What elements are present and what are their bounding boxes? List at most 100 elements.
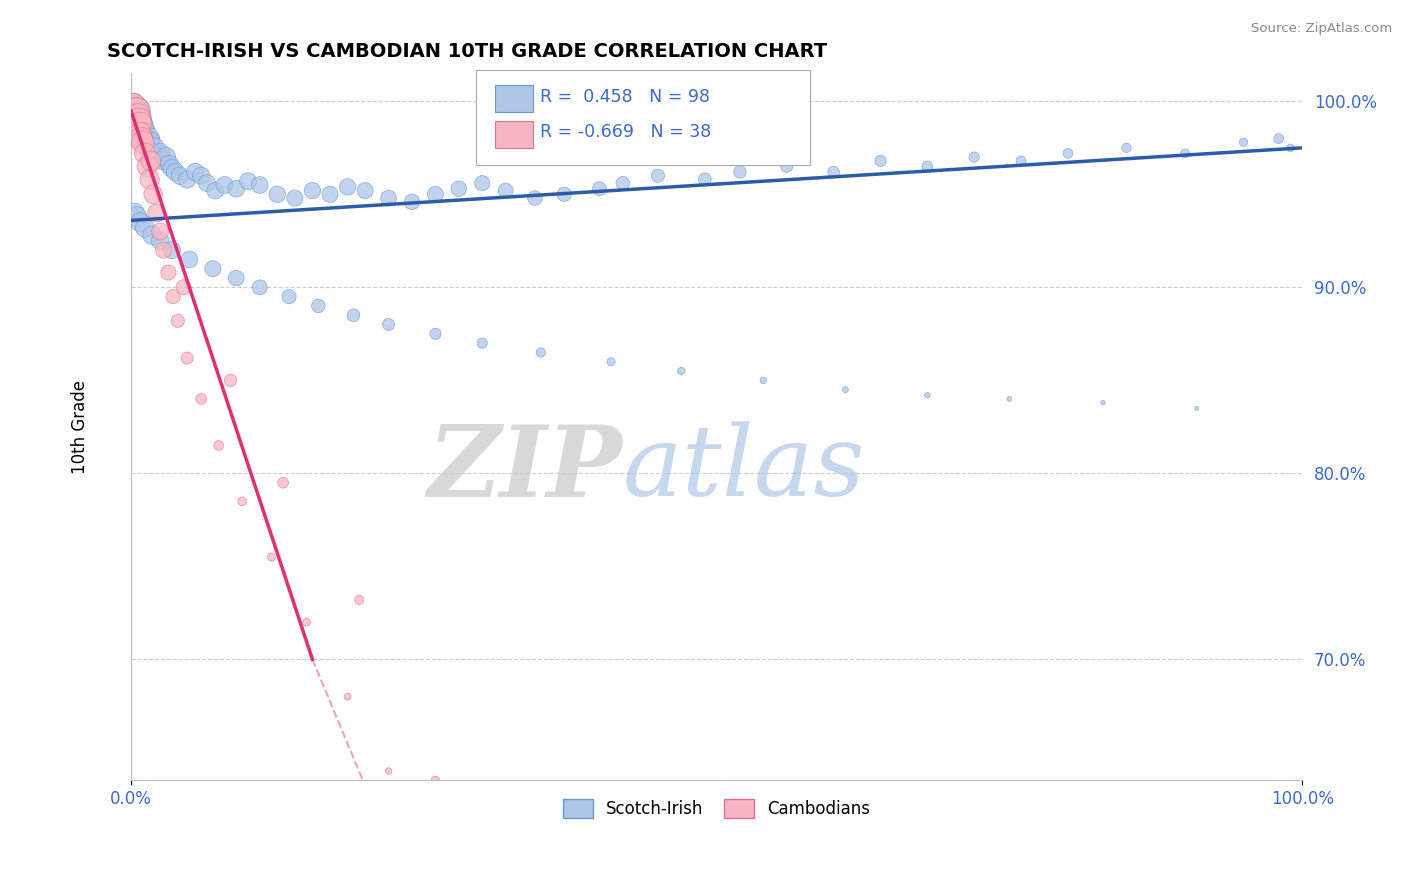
Point [1115, 141, 1137, 155]
Point [523, 191, 546, 205]
Point [204, 184, 226, 198]
Point [176, 351, 198, 365]
Point [136, 139, 159, 153]
Point [963, 150, 986, 164]
Point [128, 124, 150, 138]
Point [138, 135, 160, 149]
Point [231, 494, 253, 508]
Point [127, 120, 149, 135]
Point [145, 206, 167, 220]
Point [149, 146, 172, 161]
Point [124, 112, 146, 127]
Point [471, 176, 494, 190]
Point [173, 280, 195, 294]
Point [134, 146, 156, 161]
Point [145, 150, 167, 164]
Text: R = -0.669   N = 38: R = -0.669 N = 38 [540, 123, 711, 141]
Point [131, 128, 153, 142]
Point [342, 308, 364, 322]
Point [124, 103, 146, 118]
Text: SCOTCH-IRISH VS CAMBODIAN 10TH GRADE CORRELATION CHART: SCOTCH-IRISH VS CAMBODIAN 10TH GRADE COR… [107, 42, 828, 61]
Point [278, 290, 301, 304]
Point [693, 172, 716, 186]
Point [823, 165, 845, 179]
Point [190, 392, 212, 406]
Point [1010, 153, 1032, 168]
Point [157, 265, 180, 279]
Point [214, 178, 236, 192]
Point [377, 318, 399, 332]
Point [1279, 141, 1302, 155]
Point [271, 475, 294, 490]
Point [162, 290, 184, 304]
Point [128, 112, 150, 127]
Point [139, 141, 162, 155]
Point [425, 187, 447, 202]
Point [124, 103, 146, 118]
Point [127, 120, 149, 135]
Point [155, 150, 177, 164]
Point [1092, 395, 1115, 409]
Point [152, 153, 174, 168]
Point [125, 103, 148, 118]
Point [129, 126, 152, 140]
Point [728, 165, 751, 179]
Point [122, 98, 145, 112]
Point [447, 182, 470, 196]
Point [307, 299, 329, 313]
Point [125, 117, 148, 131]
Point [138, 172, 160, 186]
Point [131, 122, 153, 136]
Point [219, 373, 242, 387]
Point [128, 124, 150, 138]
Point [160, 243, 183, 257]
Point [612, 176, 634, 190]
Point [132, 126, 155, 140]
Point [471, 336, 494, 351]
Point [752, 373, 775, 387]
Point [124, 112, 146, 127]
Point [869, 153, 891, 168]
Point [1057, 146, 1080, 161]
Point [249, 178, 271, 192]
FancyBboxPatch shape [477, 70, 810, 165]
Point [127, 109, 149, 123]
Legend: Scotch-Irish, Cambodians: Scotch-Irish, Cambodians [557, 792, 877, 825]
Point [295, 615, 318, 630]
Point [195, 176, 218, 190]
Point [128, 112, 150, 127]
Point [1267, 131, 1289, 145]
Point [134, 220, 156, 235]
Point [349, 592, 371, 607]
Point [208, 438, 231, 452]
Text: atlas: atlas [623, 422, 866, 517]
Point [190, 169, 212, 183]
Point [236, 174, 259, 188]
Point [124, 107, 146, 121]
Point [917, 160, 939, 174]
Point [143, 141, 166, 155]
Point [124, 107, 146, 121]
Point [125, 103, 148, 118]
Point [134, 131, 156, 145]
Point [336, 180, 359, 194]
Point [600, 355, 623, 369]
Point [129, 126, 152, 140]
Point [131, 119, 153, 133]
Point [266, 187, 288, 202]
Point [776, 160, 799, 174]
Point [136, 160, 159, 174]
Text: R =  0.458   N = 98: R = 0.458 N = 98 [540, 87, 710, 106]
Point [125, 117, 148, 131]
Point [138, 131, 160, 145]
Point [169, 169, 191, 183]
Point [125, 210, 148, 224]
Point [131, 135, 153, 149]
Point [225, 271, 247, 285]
Point [165, 165, 187, 179]
Point [377, 764, 399, 778]
Point [127, 109, 149, 123]
Point [425, 773, 447, 788]
Text: Source: ZipAtlas.com: Source: ZipAtlas.com [1251, 22, 1392, 36]
Point [377, 191, 399, 205]
